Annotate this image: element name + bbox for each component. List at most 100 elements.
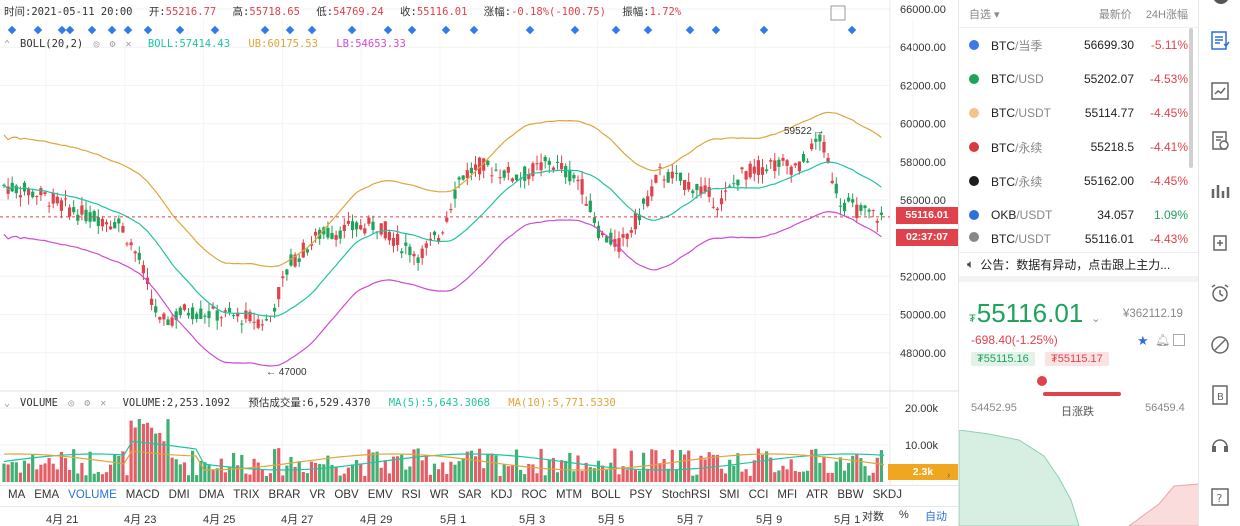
indicator-macd[interactable]: MACD [125, 489, 160, 501]
indicator-psy[interactable]: PSY [629, 489, 653, 501]
close-icon[interactable]: ✕ [125, 39, 132, 50]
symbol: BTC/USDT [991, 232, 1064, 246]
auto-scale-button[interactable]: 自动 [925, 511, 947, 523]
indicator-mfi[interactable]: MFI [777, 489, 798, 501]
indicator-sar[interactable]: SAR [457, 489, 482, 501]
order-check-icon[interactable] [1209, 130, 1231, 152]
volume-bar [35, 469, 39, 482]
headset-icon[interactable] [1209, 434, 1231, 456]
watchlist-row[interactable]: BTC/永续 55162.00 -4.45% [959, 164, 1198, 198]
signal-diamond [847, 25, 857, 35]
chevron-down-icon[interactable]: ⌄ [1091, 313, 1101, 325]
indicator-rsi[interactable]: RSI [401, 489, 421, 501]
compass-icon[interactable] [1209, 334, 1231, 356]
indicator-roc[interactable]: ROC [521, 489, 547, 501]
watchlist-row[interactable]: BTC/USDT 55116.01 -4.43% [959, 232, 1198, 248]
favorite-star-icon[interactable]: ★ [1137, 333, 1149, 348]
symbol-base: BTC [991, 140, 1015, 155]
volume-close-icon[interactable]: ✕ [100, 398, 107, 409]
indicator-stochrsi[interactable]: StochRSI [661, 489, 711, 501]
volume-bar [748, 475, 752, 482]
indicator-kdj[interactable]: KDJ [490, 489, 513, 501]
price-axis-label: 64000.00 [900, 42, 946, 54]
log-scale-button[interactable]: 对数 [862, 511, 884, 523]
indicator-mtm[interactable]: MTM [555, 489, 583, 501]
avatar[interactable] [1213, 0, 1229, 4]
help-icon[interactable]: ? [1209, 486, 1231, 508]
volume-bar [642, 452, 646, 482]
header-change[interactable]: 24H涨幅 [1145, 8, 1188, 21]
header-price[interactable]: 最新价 [1098, 8, 1132, 21]
volume-bar [719, 468, 724, 482]
depth-chart[interactable] [959, 430, 1199, 526]
indicator-smi[interactable]: SMI [719, 489, 740, 501]
volume-bar [227, 466, 232, 482]
eye-icon[interactable]: ◎ [93, 39, 100, 50]
volume-legend: ⌄ VOLUME ◎ ⚙ ✕ VOLUME:2,253.1092 预估成交量:6,52… [4, 395, 616, 410]
indicator-obv[interactable]: OBV [334, 489, 359, 501]
watchlist-scrollbar[interactable] [1189, 28, 1193, 168]
candle-body [514, 174, 519, 181]
indicator-ema[interactable]: EMA [34, 489, 60, 501]
candle-body [240, 323, 244, 325]
volume-bar [769, 457, 773, 482]
watchlist-row[interactable]: BTC/永续 55218.5 -4.41% [959, 130, 1198, 164]
document-b-icon[interactable]: B [1209, 384, 1231, 406]
volume-bar [76, 473, 80, 482]
volume-bar [293, 466, 297, 482]
indicator-dmi[interactable]: DMI [168, 489, 190, 501]
candle-body [473, 164, 478, 170]
watchlist-doc-icon[interactable] [1209, 30, 1231, 52]
expand-square-icon[interactable] [1173, 334, 1185, 346]
volume-bar [84, 475, 88, 482]
indicator-volume[interactable]: VOLUME [68, 489, 117, 501]
indicator-cci[interactable]: CCI [748, 489, 769, 501]
volume-bar [137, 418, 141, 482]
volume-bar [637, 470, 642, 482]
candle-body [678, 172, 683, 181]
indicator-emv[interactable]: EMV [367, 489, 393, 501]
indicator-atr[interactable]: ATR [806, 489, 829, 501]
indicator-ma[interactable]: MA [8, 489, 26, 501]
volume-bar [621, 466, 625, 482]
indicator-brar[interactable]: BRAR [268, 489, 301, 501]
kline-chart[interactable]: 66000.00 64000.00 62000.00 60000.00 58000.00… [0, 0, 958, 526]
bar-chart-icon[interactable] [1209, 180, 1231, 202]
chart-report-icon[interactable] [1209, 80, 1231, 102]
indicator-boll[interactable]: BOLL [591, 489, 621, 501]
indicator-trix[interactable]: TRIX [233, 489, 260, 501]
expand-arrow-icon[interactable]: › [947, 470, 951, 481]
watchlist-row[interactable]: BTC/USD 55202.07 -4.53% [959, 62, 1198, 96]
collapse-volume-icon[interactable]: ⌄ [4, 398, 11, 409]
date-tick: 5月 1 [834, 514, 861, 526]
candle-body [765, 169, 769, 172]
watchlist-row[interactable]: BTC/USDT 55114.77 -4.45% [959, 96, 1198, 130]
volume-bar [654, 450, 658, 482]
volume-bar [625, 469, 629, 482]
settings-icon[interactable]: ⚙ [109, 39, 116, 50]
collapse-icon[interactable]: ⌃ [4, 39, 11, 50]
add-window-icon[interactable] [1209, 232, 1231, 254]
volume-bar [51, 463, 55, 482]
volume-bar [14, 462, 18, 482]
indicator-skdj[interactable]: SKDJ [872, 489, 902, 501]
volume-bar [428, 474, 432, 482]
percent-scale-button[interactable]: % [899, 509, 909, 521]
watchlist-select[interactable]: 自选 ▾ [969, 8, 1000, 21]
volume-bar [309, 461, 314, 482]
watchlist-row[interactable]: BTC/当季 56699.30 -5.11% [959, 28, 1198, 62]
indicator-bbw[interactable]: BBW [837, 489, 864, 501]
volume-bar [264, 475, 268, 482]
indicator-wr[interactable]: WR [429, 489, 449, 501]
chart-panel[interactable]: 66000.00 64000.00 62000.00 60000.00 58000.00… [0, 0, 958, 526]
watchlist-row[interactable]: OKB/USDT 34.057 1.09% [959, 198, 1198, 232]
volume-settings-icon[interactable]: ⚙ [84, 398, 91, 409]
bell-icon[interactable]: 🔔︎ [1155, 333, 1171, 347]
volume-eye-icon[interactable]: ◎ [68, 398, 75, 409]
candle-body [47, 205, 51, 207]
notice-bar[interactable]: 🔈︎ 公告：数据有异动，点击跟上主力... [959, 252, 1199, 282]
indicator-dma[interactable]: DMA [198, 489, 225, 501]
alarm-clock-icon[interactable] [1209, 282, 1231, 304]
indicator-vr[interactable]: VR [309, 489, 326, 501]
candle-body [728, 185, 732, 187]
